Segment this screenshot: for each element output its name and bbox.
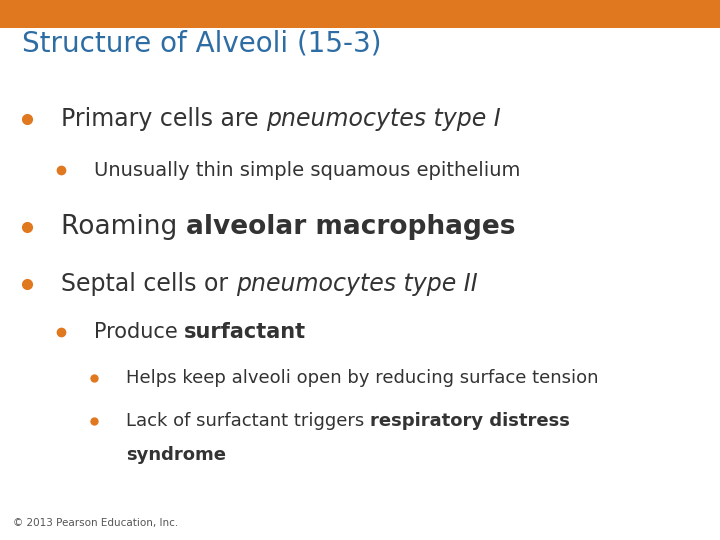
Text: Produce: Produce <box>94 322 184 342</box>
Text: Lack of surfactant triggers: Lack of surfactant triggers <box>126 412 370 430</box>
Text: Unusually thin simple squamous epithelium: Unusually thin simple squamous epitheliu… <box>94 160 520 180</box>
Text: Structure of Alveoli (15-3): Structure of Alveoli (15-3) <box>22 29 381 57</box>
Text: syndrome: syndrome <box>126 446 226 464</box>
Text: pneumocytes type II: pneumocytes type II <box>236 272 477 295</box>
Text: alveolar macrophages: alveolar macrophages <box>186 214 516 240</box>
Text: Helps keep alveoli open by reducing surface tension: Helps keep alveoli open by reducing surf… <box>126 369 598 387</box>
Text: © 2013 Pearson Education, Inc.: © 2013 Pearson Education, Inc. <box>13 518 179 528</box>
Text: pneumocytes type I: pneumocytes type I <box>266 107 501 131</box>
Text: Primary cells are: Primary cells are <box>61 107 266 131</box>
Text: surfactant: surfactant <box>184 322 306 342</box>
Text: Septal cells or: Septal cells or <box>61 272 236 295</box>
Text: Roaming: Roaming <box>61 214 186 240</box>
Text: respiratory distress: respiratory distress <box>370 412 570 430</box>
Bar <box>0 0 720 28</box>
